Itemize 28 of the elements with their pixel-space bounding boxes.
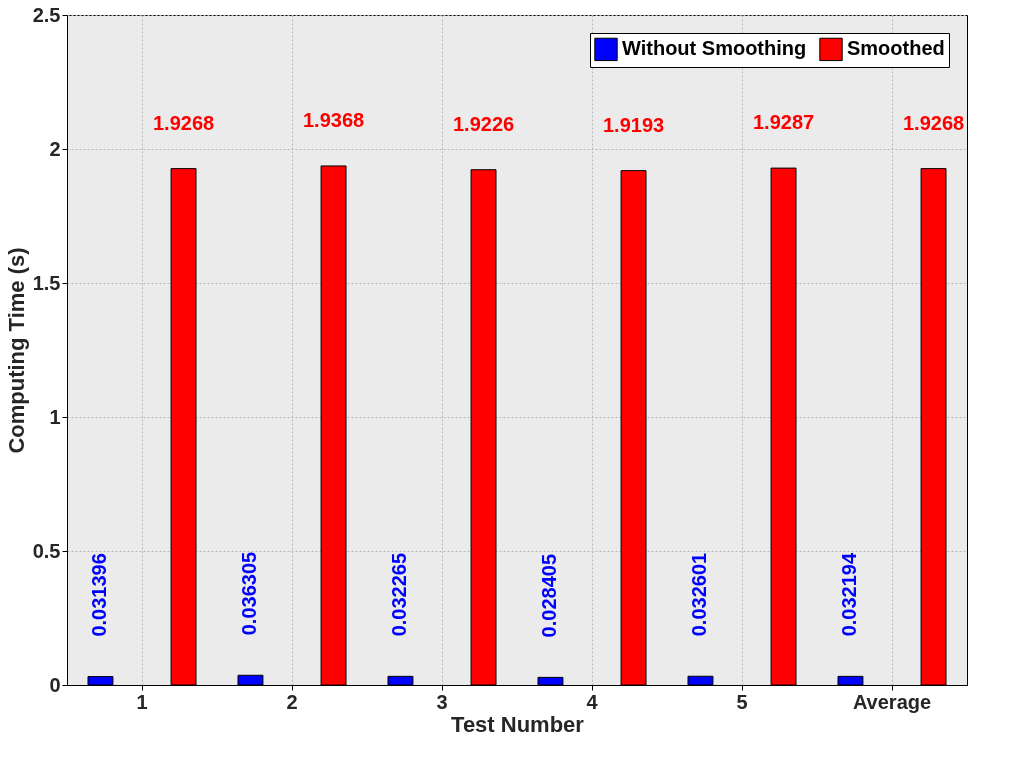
data-label: 1.9193 [602, 113, 665, 136]
data-label: 1.9368 [302, 108, 365, 131]
data-label: 0.032194 [838, 552, 861, 637]
x-tick-label: Average [852, 690, 932, 713]
x-tick-label: 1 [136, 690, 148, 713]
x-tick-label: 3 [436, 690, 448, 713]
data-label: 1.9226 [452, 112, 515, 135]
data-label: 1.9287 [752, 111, 815, 134]
data-label: 0.028405 [538, 553, 561, 638]
data-label: 0.031396 [88, 553, 111, 637]
legend-label: Without Smoothing [622, 37, 807, 60]
y-axis-title: Computing Time (s) [3, 247, 29, 454]
y-tick-label: 0 [49, 673, 61, 696]
y-tick-label: 1.5 [32, 271, 61, 294]
y-tick-label: 2.5 [32, 3, 61, 26]
x-tick-label: 4 [586, 690, 599, 713]
data-label: 1.9268 [152, 111, 215, 134]
x-tick-label: 5 [736, 690, 748, 713]
y-tick-label: 0.5 [32, 539, 61, 562]
legend-label: Smoothed [847, 37, 945, 60]
data-label: 0.032265 [388, 552, 411, 637]
data-label: 1.9268 [902, 111, 965, 134]
data-label: 0.032601 [688, 552, 711, 637]
x-axis-title: Test Number [451, 711, 585, 737]
y-tick-label: 2 [49, 137, 61, 160]
y-tick-label: 1 [49, 405, 61, 428]
x-tick-label: 2 [286, 690, 298, 713]
data-label: 0.036305 [238, 551, 261, 636]
